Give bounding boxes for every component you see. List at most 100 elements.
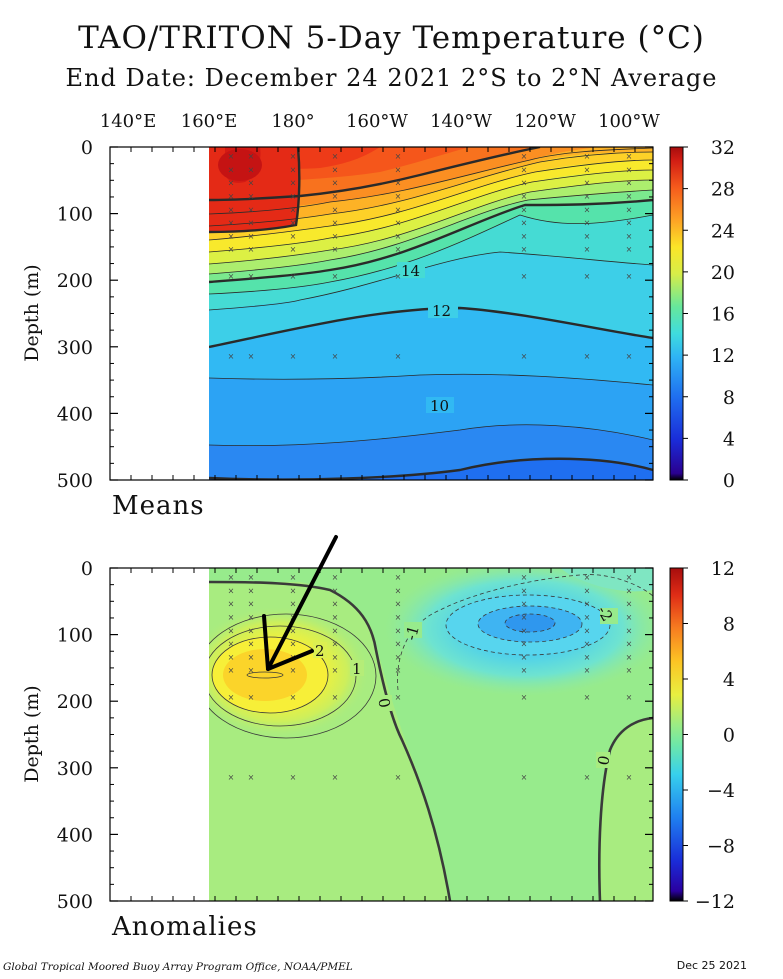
anomalies-ticks (110, 567, 653, 902)
sample-mark: × (332, 573, 339, 582)
sample-mark: × (395, 613, 402, 622)
sample-mark: × (626, 773, 633, 782)
sample-mark: × (626, 626, 633, 635)
sample-mark: × (290, 272, 297, 281)
y-tick-label: 200 (57, 691, 93, 713)
anomaly-sample-marks: × × × × × × × × × × × × × × × × × × × × × × × × × × × × × × × × × × × × × × × ×… (228, 573, 633, 782)
sample-mark: × (395, 219, 402, 228)
sample-mark: × (248, 613, 255, 622)
sample-mark: × (332, 205, 339, 214)
sample-mark: × (521, 152, 528, 161)
sample-mark: × (584, 773, 591, 782)
sample-mark: × (228, 165, 235, 174)
x-tick-label: 120°W (514, 111, 576, 132)
sample-mark: × (626, 352, 633, 361)
y-tick-label: 500 (57, 470, 93, 492)
sample-mark: × (626, 653, 633, 662)
sample-mark: × (521, 600, 528, 609)
colorbar-tick-label: 16 (711, 304, 735, 326)
anomaly-contour-label: 1 (352, 660, 362, 678)
means-panel-label: Means (112, 491, 205, 521)
sample-mark: × (332, 600, 339, 609)
sample-mark: × (521, 773, 528, 782)
sample-mark: × (248, 192, 255, 201)
sample-mark: × (228, 192, 235, 201)
colorbar-tick-label: 4 (723, 669, 735, 691)
y-tick-label: 400 (57, 403, 93, 425)
sample-mark: × (290, 165, 297, 174)
sample-mark: × (332, 352, 339, 361)
sample-mark: × (248, 653, 255, 662)
sample-mark: × (395, 232, 402, 241)
sample-mark: × (248, 352, 255, 361)
sample-mark: × (332, 613, 339, 622)
sample-mark: × (395, 773, 402, 782)
sample-mark: × (521, 205, 528, 214)
sample-mark: × (332, 773, 339, 782)
means-y-tick-labels: 0 100 200 300 400 500 (57, 137, 93, 492)
sample-mark: × (248, 272, 255, 281)
sample-mark: × (395, 573, 402, 582)
x-tick-label: 100°W (598, 111, 660, 132)
sample-mark: × (584, 653, 591, 662)
sample-mark: × (584, 693, 591, 702)
anomaly-contour-label: 0 (374, 697, 393, 710)
sample-mark: × (521, 272, 528, 281)
x-tick-label: 160°E (181, 111, 238, 132)
sample-mark: × (521, 245, 528, 254)
sample-mark: × (521, 165, 528, 174)
sample-mark: × (584, 179, 591, 188)
sample-mark: × (290, 626, 297, 635)
sample-mark: × (228, 232, 235, 241)
sample-mark: × (228, 352, 235, 361)
sample-mark: × (521, 586, 528, 595)
sample-mark: × (290, 352, 297, 361)
means-colorbar (669, 146, 684, 481)
sample-mark: × (228, 613, 235, 622)
sample-mark: × (521, 666, 528, 675)
sample-mark: × (584, 666, 591, 675)
sample-mark: × (626, 205, 633, 214)
y-tick-label: 400 (57, 824, 93, 846)
sample-mark: × (626, 586, 633, 595)
sample-mark: × (395, 640, 402, 649)
sample-mark: × (332, 626, 339, 635)
sample-mark: × (395, 245, 402, 254)
sample-mark: × (521, 232, 528, 241)
sample-mark: × (584, 232, 591, 241)
sample-mark: × (228, 626, 235, 635)
sample-mark: × (395, 600, 402, 609)
colorbar-tick-label: 4 (723, 428, 735, 450)
anomalies-y-axis-label: Depth (m) (21, 685, 43, 782)
colorbar-tick-label: 20 (711, 262, 735, 284)
sample-mark: × (290, 666, 297, 675)
sample-mark: × (228, 693, 235, 702)
sample-mark: × (395, 352, 402, 361)
means-contour-label: 12 (432, 302, 451, 320)
colorbar-tick-label: 8 (723, 614, 735, 636)
x-tick-labels: 140°E 160°E 180° 160°W 140°W 120°W 100°W (100, 111, 661, 132)
means-colorbar-labels: 32 28 24 20 16 12 8 4 0 (683, 137, 735, 492)
colorbar-tick-label: −12 (695, 891, 735, 913)
sample-mark: × (290, 573, 297, 582)
sample-mark: × (228, 640, 235, 649)
sample-mark: × (290, 586, 297, 595)
sample-mark: × (521, 653, 528, 662)
anomalies-colorbar-labels: 12 8 4 0 −4 −8 −12 (683, 558, 735, 913)
sample-mark: × (290, 205, 297, 214)
sample-mark: × (290, 773, 297, 782)
means-sample-marks: × × × × × × × × × × × × × × × × × × × × × × × × × × × × × × × × × × × × × × × ×… (228, 152, 633, 361)
sample-mark: × (521, 219, 528, 228)
sample-mark: × (521, 179, 528, 188)
sample-mark: × (626, 165, 633, 174)
sample-mark: × (521, 352, 528, 361)
sample-mark: × (228, 179, 235, 188)
chart-title: TAO/TRITON 5-Day Temperature (°C) (78, 20, 705, 56)
sample-mark: × (228, 219, 235, 228)
sample-mark: × (626, 272, 633, 281)
chart-subtitle: End Date: December 24 2021 2°S to 2°N Av… (65, 64, 718, 92)
sample-mark: × (248, 573, 255, 582)
sample-mark: × (395, 152, 402, 161)
sample-mark: × (584, 613, 591, 622)
sample-mark: × (332, 693, 339, 702)
